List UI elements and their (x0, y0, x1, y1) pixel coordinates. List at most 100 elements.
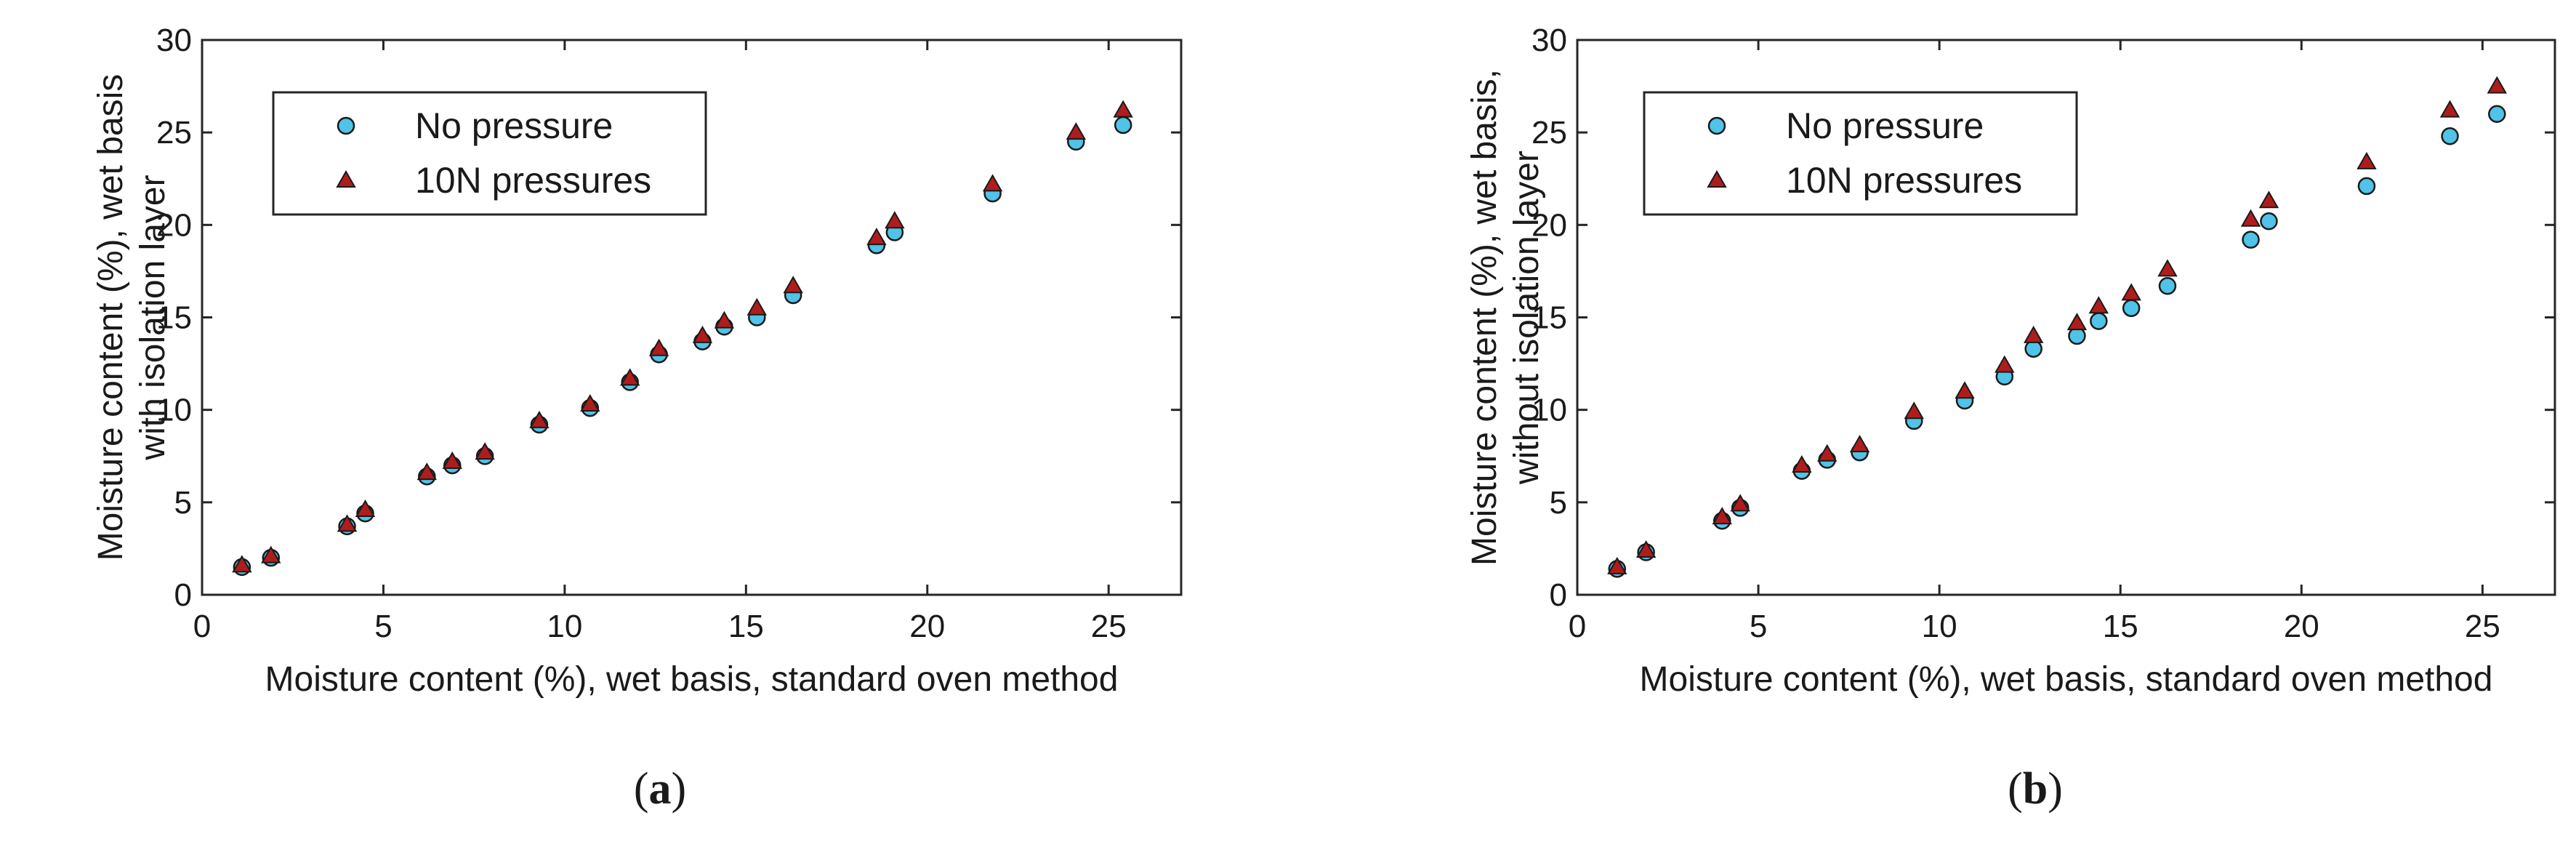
data-point-triangle (1730, 494, 1750, 512)
legend-label: No pressure (1786, 105, 1984, 146)
data-point-triangle (580, 394, 600, 412)
data-point-triangle (885, 211, 905, 229)
data-point-triangle (232, 555, 252, 573)
data-point-triangle (2439, 100, 2460, 118)
y-tick-label: 0 (1550, 577, 1567, 613)
data-point-triangle (1995, 355, 2015, 373)
data-point-triangle (337, 514, 358, 532)
legend-marker-triangle (336, 169, 356, 188)
caption-close-paren: ) (2048, 764, 2063, 814)
x-axis-label: Moisture content (%), wet basis, standar… (265, 660, 1119, 699)
data-point-triangle (2121, 283, 2141, 301)
y-axis-label-line: with isolation layer (134, 175, 172, 460)
data-point-triangle (619, 368, 640, 386)
data-point-triangle (1955, 381, 1975, 399)
data-point-triangle (1849, 434, 1870, 452)
y-tick-label: 20 (156, 207, 192, 243)
y-tick-label: 25 (1531, 115, 1567, 151)
panel-caption: (b) (2008, 764, 2063, 814)
x-tick-label: 0 (193, 609, 211, 644)
x-tick-label: 25 (1091, 609, 1127, 644)
data-point-circle (2024, 340, 2042, 358)
data-point-triangle (783, 276, 803, 294)
x-tick-label: 15 (728, 609, 764, 644)
data-point-circle (2242, 230, 2260, 249)
x-tick-label: 0 (1569, 609, 1586, 644)
series-10n-pressures (1607, 76, 2508, 574)
legend-marker-triangle (1707, 169, 1727, 188)
data-point-triangle (1904, 401, 1925, 420)
data-point-circle (2122, 299, 2141, 318)
data-point-triangle (355, 499, 376, 518)
data-point-triangle (2023, 325, 2044, 343)
y-tick-label: 30 (1531, 23, 1567, 58)
y-axis-label: Moisture content (%), wet basis, without … (1465, 69, 1546, 566)
y-tick-label: 15 (156, 300, 192, 336)
data-point-triangle (2088, 296, 2109, 314)
data-point-triangle (2066, 313, 2088, 331)
y-tick-label: 5 (174, 485, 192, 521)
data-point-triangle (2487, 76, 2508, 94)
data-point-circle (2260, 212, 2278, 230)
y-tick-label: 0 (174, 577, 192, 613)
legend-label: 10N pressures (415, 160, 651, 201)
data-point-triangle (416, 462, 438, 481)
y-axis-label-line: Moisture content (%), wet basis (92, 74, 130, 561)
y-axis-label: Moisture content (%), wet basis with isol… (92, 74, 172, 561)
data-point-triangle (529, 410, 550, 428)
data-point-triangle (1792, 454, 1812, 473)
data-point-triangle (2356, 151, 2377, 169)
data-point-circle (2441, 127, 2459, 145)
data-point-triangle (2258, 191, 2279, 209)
y-tick-label: 20 (1531, 207, 1567, 243)
data-point-circle (2357, 177, 2376, 196)
data-point-triangle (648, 338, 669, 356)
data-point-circle (2488, 105, 2506, 123)
y-tick-label: 10 (1531, 393, 1567, 428)
data-point-triangle (442, 451, 462, 469)
data-point-triangle (692, 325, 713, 343)
legend: No pressure 10N pressures (1643, 91, 2078, 216)
legend-box (1643, 91, 2078, 216)
caption-open-paren: ( (634, 764, 649, 814)
x-tick-label: 15 (2103, 609, 2138, 644)
data-point-triangle (714, 310, 735, 329)
data-point-circle (2158, 277, 2177, 295)
data-point-triangle (1712, 507, 1732, 525)
y-tick-label: 30 (156, 23, 192, 58)
caption-open-paren: ( (2008, 764, 2023, 814)
y-tick-label: 10 (156, 393, 192, 428)
x-tick-label: 5 (1750, 609, 1767, 644)
data-point-triangle (1066, 122, 1087, 140)
legend: No pressure 10N pressures (272, 91, 707, 216)
caption-close-paren: ) (672, 764, 687, 814)
caption-letter: a (649, 764, 672, 814)
y-axis-label-line: without isolation layer (1508, 151, 1546, 485)
data-point-triangle (2157, 259, 2178, 277)
legend-label: No pressure (415, 105, 613, 146)
y-tick-label: 25 (156, 115, 192, 151)
data-point-triangle (475, 442, 495, 460)
data-point-circle (1114, 116, 1132, 135)
x-tick-label: 20 (2284, 609, 2319, 644)
data-point-triangle (746, 297, 768, 316)
data-point-triangle (2240, 209, 2261, 227)
data-point-triangle (1816, 444, 1838, 462)
legend-label: 10N pressures (1786, 160, 2022, 201)
y-tick-label: 5 (1550, 485, 1567, 521)
data-point-triangle (1113, 100, 1133, 118)
data-point-triangle (1607, 556, 1627, 574)
data-point-triangle (261, 545, 281, 564)
chart-panel-a: 0 5 10 15 20 25 0 5 10 15 20 25 30 Moisture content (… (92, 23, 1183, 814)
x-tick-label: 25 (2465, 609, 2500, 644)
data-point-triangle (982, 174, 1003, 192)
caption-letter: b (2023, 764, 2048, 814)
y-tick-label: 15 (1531, 300, 1567, 336)
legend-marker-circle (1707, 116, 1726, 135)
x-tick-label: 10 (547, 609, 582, 644)
legend-marker-circle (337, 116, 355, 135)
data-point-circle (2068, 326, 2086, 345)
x-tick-label: 10 (1922, 609, 1957, 644)
legend-box (272, 91, 707, 216)
